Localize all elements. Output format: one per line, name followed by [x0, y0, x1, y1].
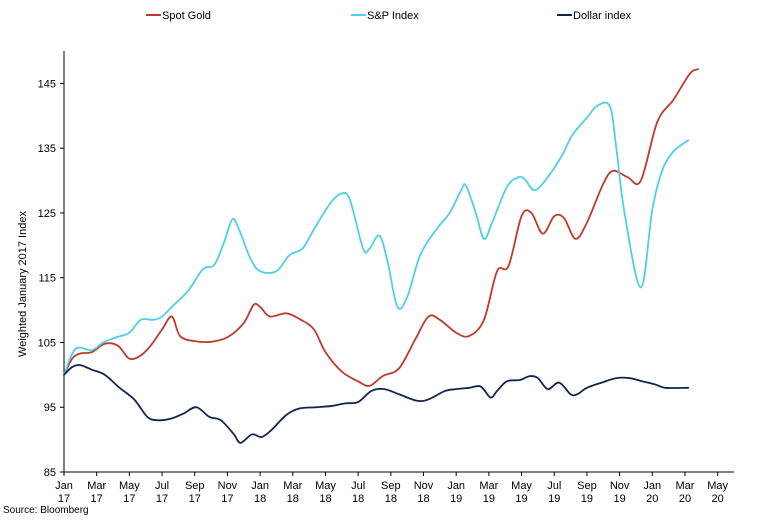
legend-label: Spot Gold: [162, 10, 211, 22]
legend-item-s-p-index: S&P Index: [351, 10, 419, 22]
x-tick-label: Jul 17: [155, 480, 169, 505]
y-tick-label: 115: [38, 273, 56, 285]
series-line-dollar-index: [63, 364, 690, 444]
y-tick-label: 135: [38, 143, 56, 155]
series-line-spot-gold: [63, 68, 699, 387]
legend-item-spot-gold: Spot Gold: [146, 10, 211, 22]
x-axis: Jan 17 Mar 17 May 17 Jul 17 Sep 17 Nov 17 Jan 18 Mar 18…: [55, 471, 734, 505]
x-tick-label: Mar 18: [283, 480, 302, 505]
series-line-s-p-index: [63, 101, 690, 376]
x-tick-label: Sep 18: [381, 480, 401, 505]
x-tick-label: Sep 19: [577, 480, 597, 505]
x-tick-label: Jan 19: [447, 480, 465, 505]
y-tick-label: 145: [38, 78, 56, 90]
chart-legend: Spot Gold S&P Index Dollar index: [146, 10, 632, 22]
y-tick-label: 125: [38, 208, 56, 220]
x-tick-label: Mar 20: [675, 480, 694, 505]
x-tick-label: May 20: [707, 480, 728, 505]
source-note: Source: Bloomberg: [3, 505, 89, 516]
x-tick-label: Nov 19: [610, 480, 630, 505]
x-tick-label: Jul 18: [351, 480, 365, 505]
legend-label: Dollar index: [573, 10, 632, 22]
x-tick-label: Nov 18: [414, 480, 434, 505]
x-tick-label: Nov 17: [218, 480, 238, 505]
y-tick-label: 105: [38, 337, 56, 349]
x-tick-label: Jan 18: [251, 480, 269, 505]
x-tick-label: Jan 17: [55, 480, 73, 505]
x-tick-label: Mar 17: [87, 480, 106, 505]
y-axis: 85 95 105 115 125 135 145: [38, 51, 65, 479]
series-layer: [63, 68, 699, 444]
x-tick-label: May 18: [315, 480, 336, 505]
x-tick-label: Jul 19: [547, 480, 561, 505]
x-tick-label: May 17: [119, 480, 140, 505]
x-tick-label: Jan 20: [643, 480, 661, 505]
legend-label: S&P Index: [367, 10, 419, 22]
x-tick-label: Sep 17: [185, 480, 205, 505]
legend-item-dollar-index: Dollar index: [557, 10, 632, 22]
y-axis-title: Weighted January 2017 Index: [17, 211, 29, 357]
x-tick-label: May 19: [511, 480, 532, 505]
y-tick-label: 95: [44, 402, 56, 414]
y-tick-label: 85: [44, 467, 56, 479]
x-tick-label: Mar 19: [479, 480, 498, 505]
